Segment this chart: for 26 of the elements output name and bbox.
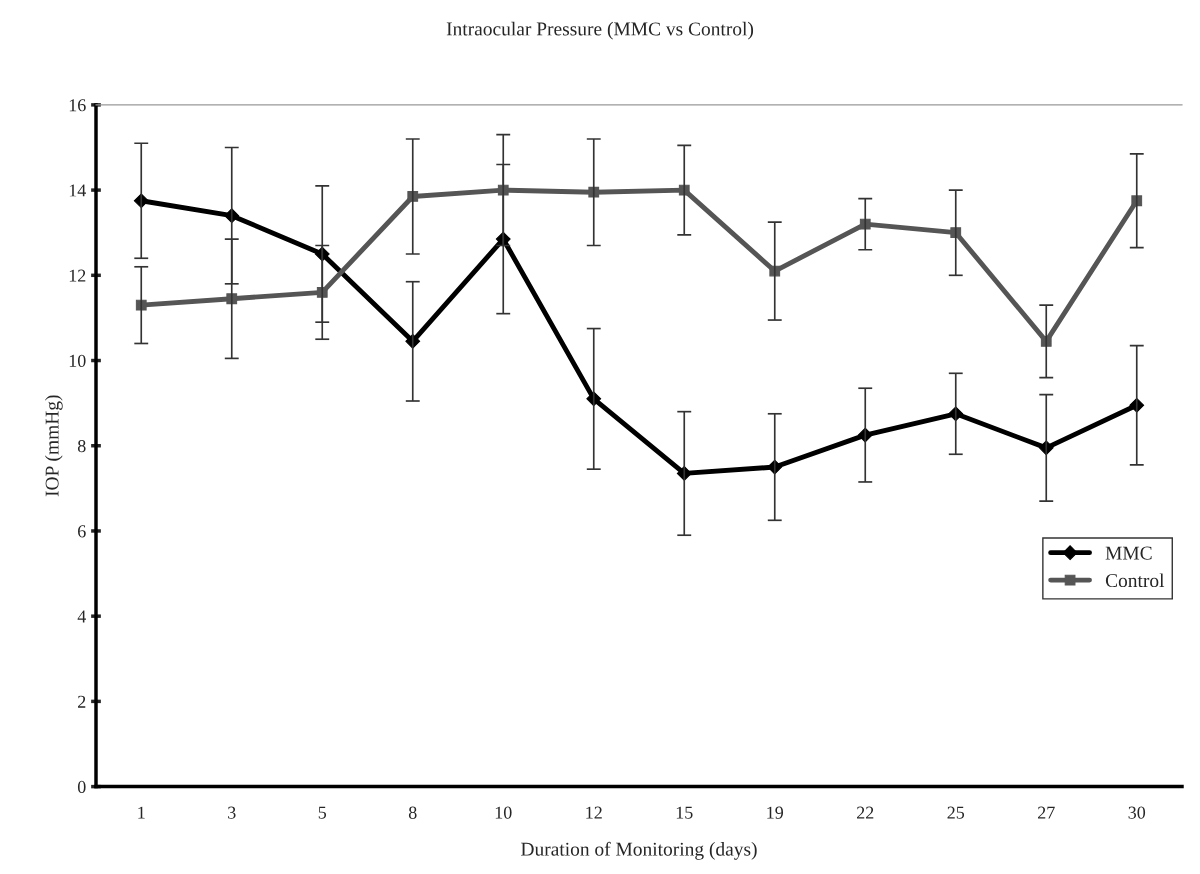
y-tick-label: 0 [77,780,86,794]
y-tick-label: 14 [69,184,86,197]
x-tick-label: 8 [408,806,417,819]
x-tick-label: 19 [767,806,784,819]
x-tick-label: 12 [586,806,602,819]
legend-label: Control [1105,573,1165,588]
x-tick-label: 10 [495,806,512,819]
x-tick-label: 25 [947,806,965,819]
x-tick-label: 30 [1128,806,1146,819]
y-tick-label: 12 [69,269,86,282]
legend-label: MMC [1105,546,1152,560]
x-tick-label: 1 [138,806,145,819]
x-tick-label: 3 [228,806,236,819]
y-tick-label: 2 [78,695,86,708]
x-axis-title: Duration of Monitoring (days) [521,841,757,860]
x-tick-label: 22 [857,806,874,819]
y-axis-title: IOP (mmHg) [44,395,63,497]
chart-title: Intraocular Pressure (MMC vs Control) [446,21,754,40]
y-tick-label: 4 [77,610,86,623]
x-tick-label: 5 [318,806,327,819]
y-tick-label: 10 [69,354,86,367]
y-tick-label: 8 [77,440,86,453]
x-tick-label: 15 [676,806,693,819]
y-tick-label: 16 [69,99,86,112]
x-tick-label: 27 [1038,806,1055,819]
y-tick-label: 6 [78,525,86,538]
